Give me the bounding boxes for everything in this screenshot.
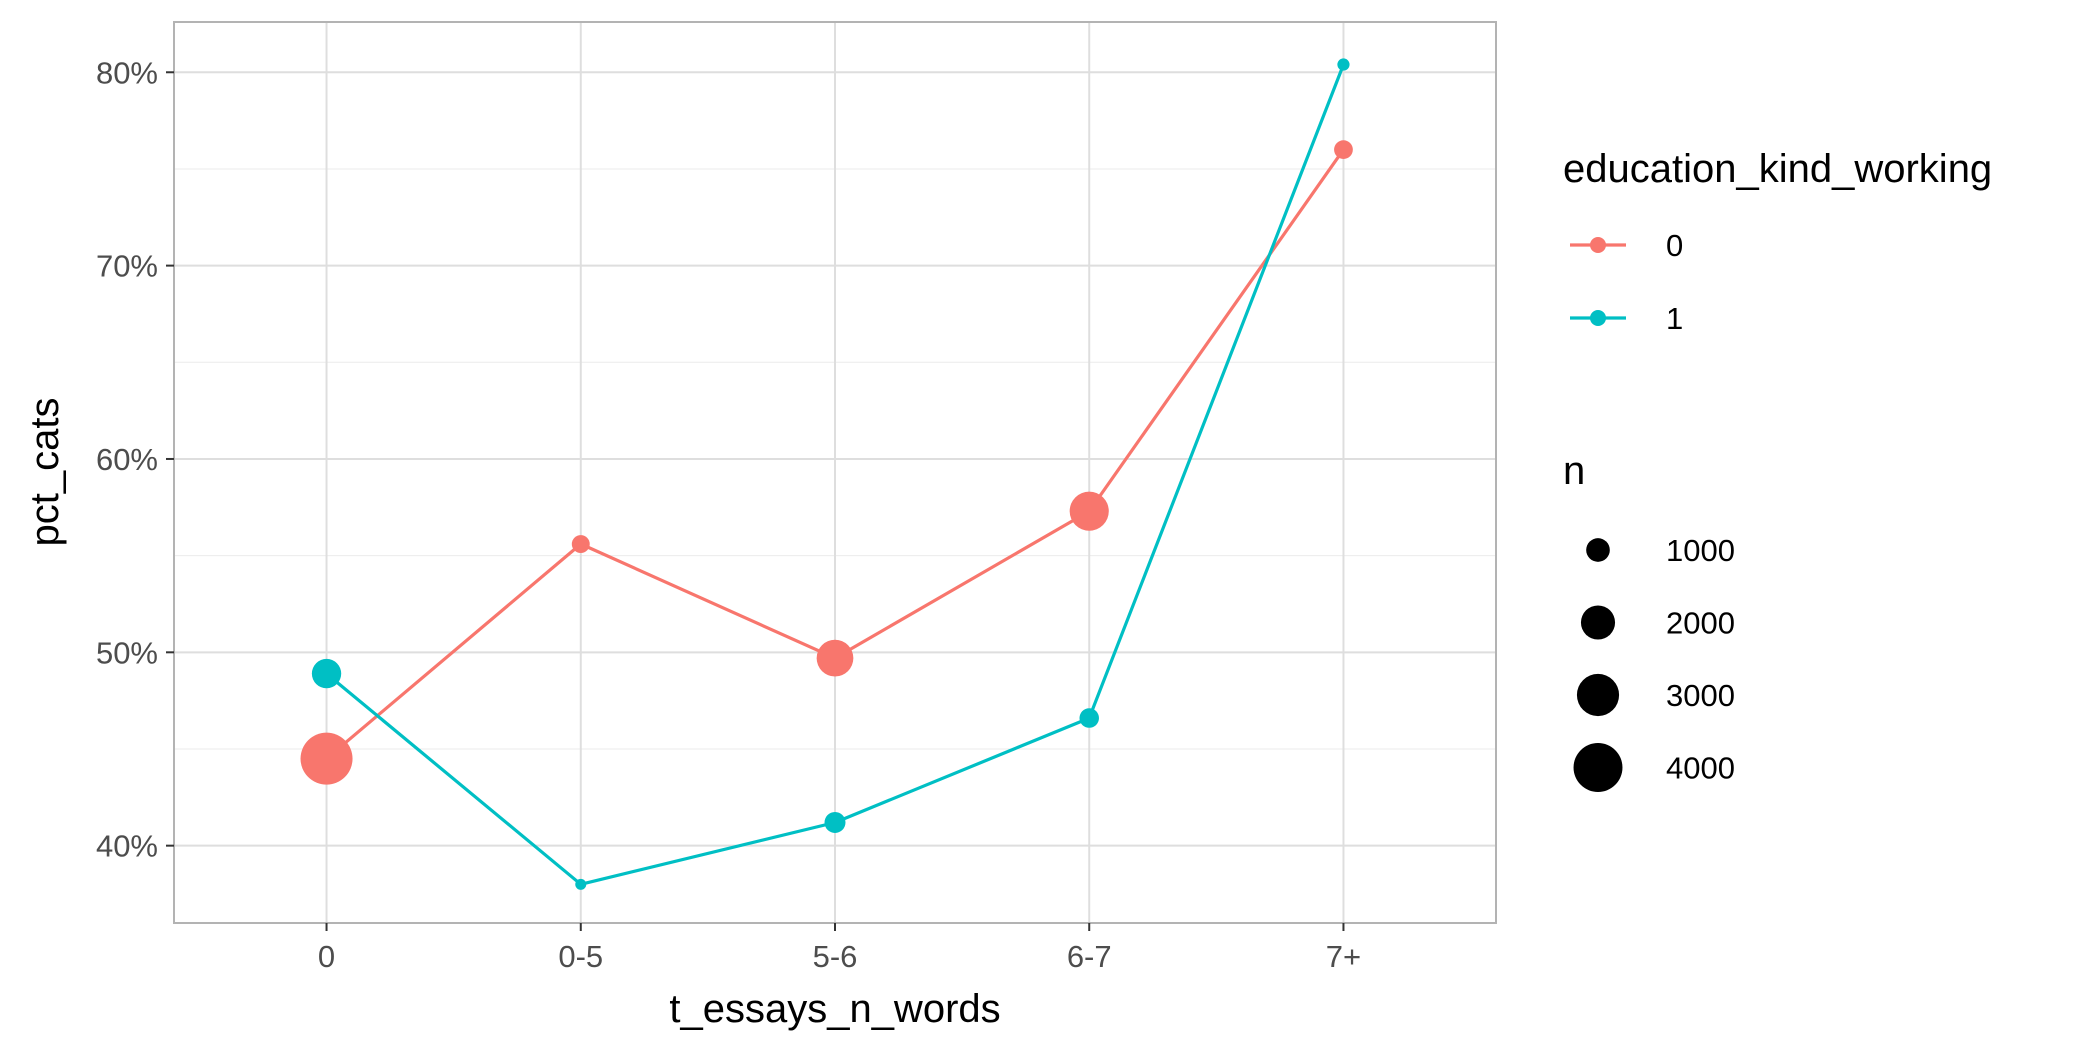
x-tick-label: 0-5 <box>558 939 603 974</box>
series-1-point <box>311 658 342 689</box>
y-tick-label: 80% <box>96 55 158 90</box>
series-0-point <box>300 732 353 785</box>
series-1-point <box>575 878 587 890</box>
series-1-point <box>1337 58 1350 71</box>
series-0-point <box>816 639 854 677</box>
y-tick-label: 70% <box>96 249 158 284</box>
size-legend-label: 2000 <box>1666 606 1735 641</box>
color-legend-keys: 01 <box>1570 228 1683 336</box>
color-legend-key-point <box>1590 237 1606 253</box>
size-legend-label: 4000 <box>1666 751 1735 786</box>
x-axis-ticks: 0 0-5 5-6 6-7 7+ <box>318 923 1361 974</box>
size-legend-title: n <box>1563 449 1585 493</box>
y-tick-label: 40% <box>96 829 158 864</box>
y-tick-label: 60% <box>96 442 158 477</box>
size-legend-keys: 1000 2000 3000 4000 <box>1573 533 1735 792</box>
series-0-point <box>1334 140 1353 159</box>
size-legend-key <box>1586 538 1610 562</box>
size-legend-label: 3000 <box>1666 678 1735 713</box>
size-legend-key <box>1580 605 1616 640</box>
y-axis-ticks: 40% 50% 60% 70% 80% <box>96 55 174 864</box>
x-tick-label: 5-6 <box>813 939 858 974</box>
color-legend: education_kind_working 01 <box>1563 147 1992 336</box>
y-tick-label: 50% <box>96 635 158 670</box>
color-legend-title: education_kind_working <box>1563 147 1992 191</box>
series-0-point <box>1069 491 1109 531</box>
color-legend-label: 1 <box>1666 301 1683 336</box>
series-1-point <box>824 811 846 833</box>
x-axis-title: t_essays_n_words <box>669 987 1000 1031</box>
color-legend-key-point <box>1590 310 1606 326</box>
x-tick-label: 7+ <box>1326 939 1361 974</box>
size-legend-key <box>1576 673 1620 717</box>
y-axis-title: pct_cats <box>23 398 67 547</box>
series-layer <box>300 58 1353 890</box>
series-1-point <box>1079 708 1099 728</box>
x-tick-label: 6-7 <box>1067 939 1112 974</box>
series-0-point <box>571 535 590 554</box>
size-legend-label: 1000 <box>1666 533 1735 568</box>
x-tick-label: 0 <box>318 939 335 974</box>
size-legend-key <box>1573 743 1623 792</box>
size-legend: n 1000 2000 3000 4000 <box>1563 449 1735 792</box>
color-legend-label: 0 <box>1666 228 1683 263</box>
